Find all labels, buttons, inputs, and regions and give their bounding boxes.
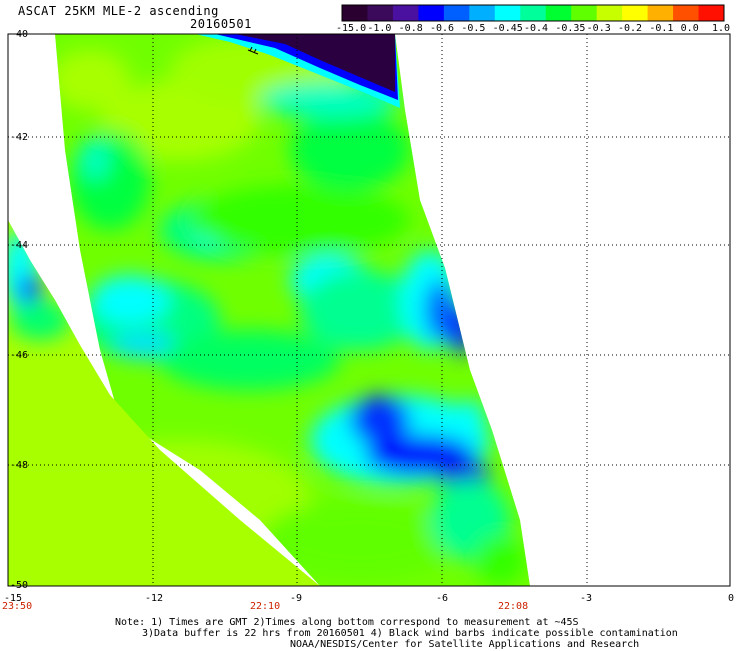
ascat-swath (8, 34, 530, 586)
colorbar-tick-label: -0.1 (649, 23, 674, 34)
lon-label-0: 0 (728, 593, 735, 604)
lon-label-9: -9 (290, 593, 303, 604)
colorbar-tick-label: -0.35 (555, 23, 586, 34)
colorbar-tick-label: 0.0 (680, 23, 699, 34)
colorbar-swatch (469, 5, 496, 21)
colorbar-swatch (418, 5, 445, 21)
colorbar-swatch (494, 5, 521, 21)
lat-label-48: -48 (10, 460, 29, 471)
note-line-2: 3)Data buffer is 22 hrs from 20160501 4)… (142, 628, 678, 639)
colorbar-tick-label: -0.45 (492, 23, 523, 34)
colorbar-swatch (520, 5, 547, 21)
colorbar-tick-label: -0.5 (461, 23, 486, 34)
colorbar-swatch (673, 5, 700, 21)
lon-label-3: -3 (580, 593, 593, 604)
plot-date: 20160501 (190, 17, 252, 31)
colorbar-frame (341, 4, 725, 22)
note-line-3: NOAA/NESDIS/Center for Satellite Applica… (290, 639, 640, 650)
lat-label-50: -50 (10, 580, 29, 591)
colorbar-swatch (342, 5, 368, 21)
colorbar-swatch (698, 5, 725, 21)
colorbar-tick-label: -1.0 (367, 23, 392, 34)
colorbar-tick-label: -15.0 (336, 23, 367, 34)
colorbar-swatch (443, 5, 470, 21)
colorbar-tick-label: -0.2 (618, 23, 643, 34)
colorbar-swatch (545, 5, 572, 21)
time-label-start: 23:50 (2, 601, 33, 612)
colorbar-swatch (571, 5, 598, 21)
colorbar-swatch (596, 5, 623, 21)
lon-label-6: -6 (436, 593, 449, 604)
lon-label-15: -15 (4, 593, 23, 604)
note-line-1: Note: 1) Times are GMT 2)Times along bot… (115, 617, 579, 628)
lat-label-42: -42 (10, 132, 29, 143)
colorbar (341, 4, 725, 22)
colorbar-tick-label: -0.6 (430, 23, 455, 34)
colorbar-tick-label: 1.0 (712, 23, 731, 34)
lat-label-44: -44 (10, 240, 29, 251)
plot-title: ASCAT 25KM MLE-2 ascending (18, 4, 219, 18)
time-label-mid: 22:10 (250, 601, 281, 612)
lat-label-40: -40 (10, 29, 29, 40)
colorbar-swatch (367, 5, 394, 21)
lat-label-46: -46 (10, 350, 29, 361)
colorbar-swatch (622, 5, 649, 21)
colorbar-tick-label: -0.8 (398, 23, 423, 34)
lon-label-12: -12 (145, 593, 164, 604)
colorbar-tick-label: -0.3 (586, 23, 611, 34)
colorbar-swatch (392, 5, 419, 21)
colorbar-tick-label: -0.4 (524, 23, 549, 34)
colorbar-swatch (647, 5, 674, 21)
time-label-end: 22:08 (498, 601, 529, 612)
graticule (8, 33, 730, 586)
